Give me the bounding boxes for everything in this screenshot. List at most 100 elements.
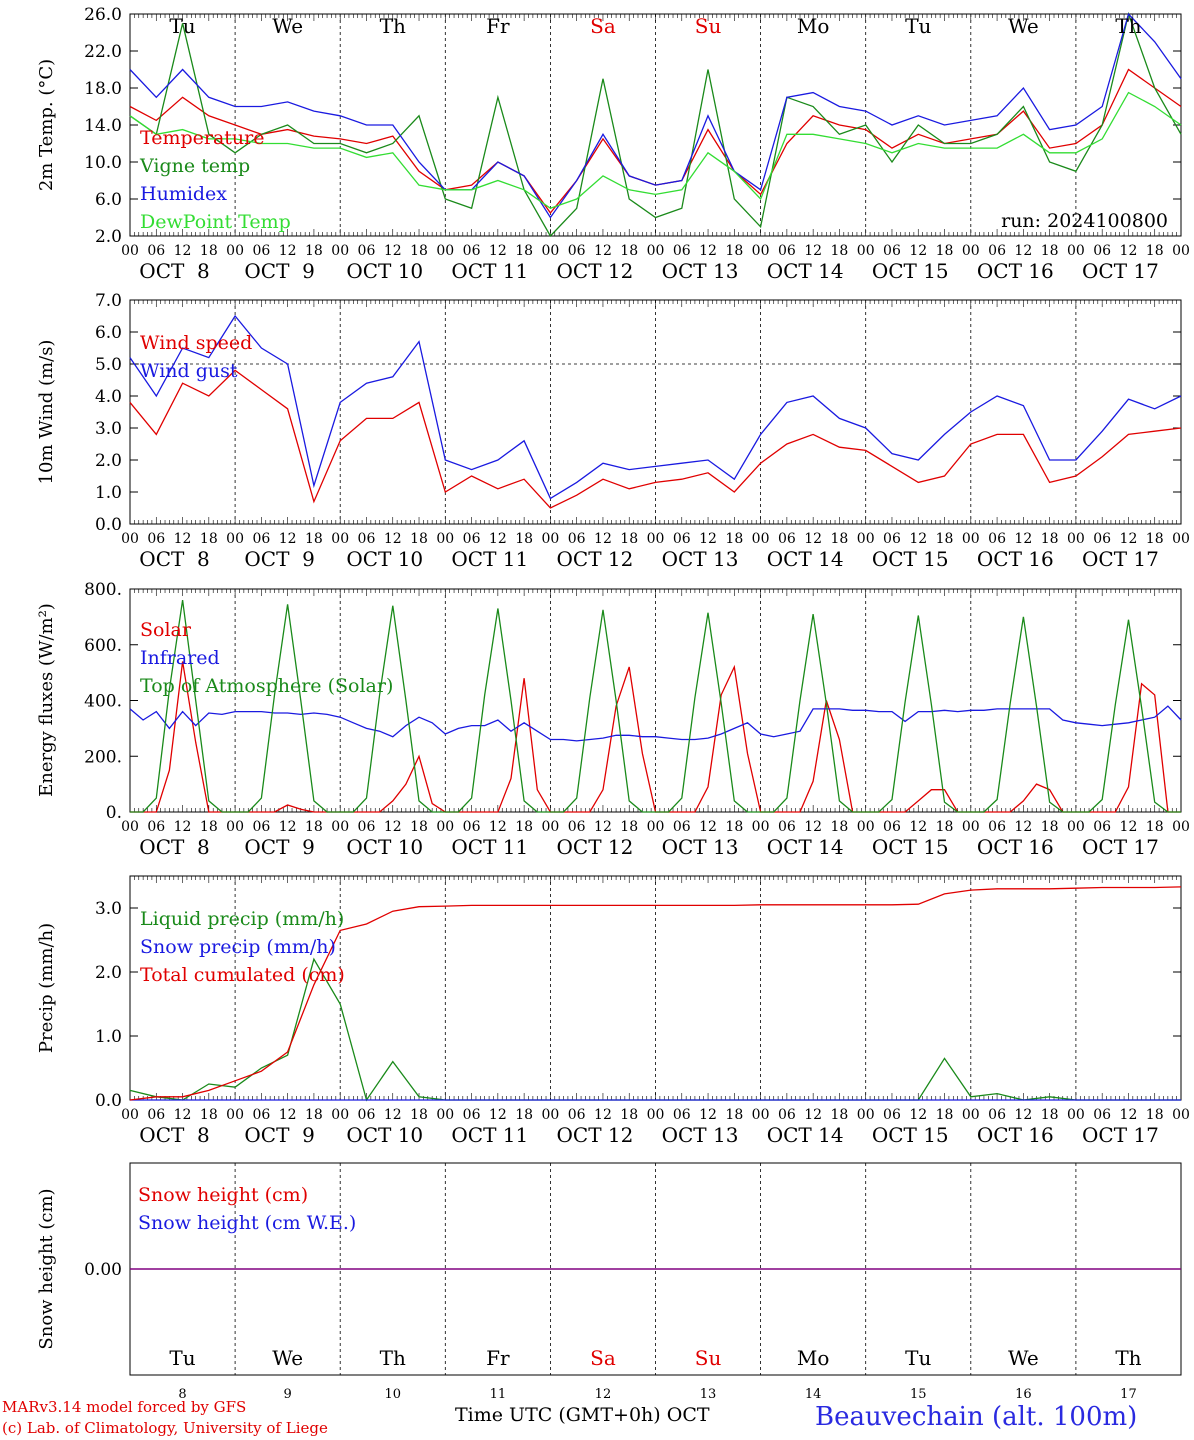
hour-tick-label: 12 <box>909 819 927 835</box>
day-label: OCT 9 <box>244 259 314 283</box>
legend-entry: Snow height (cm W.E.) <box>138 1212 356 1234</box>
weekday-label: Th <box>1115 1346 1141 1370</box>
hour-tick-label: 00 <box>962 819 980 835</box>
hour-tick-label: 18 <box>936 531 954 547</box>
panel-3 <box>129 588 1182 813</box>
hour-tick-label: 12 <box>1120 819 1138 835</box>
weekday-label: Th <box>380 1346 406 1370</box>
day-label: OCT 16 <box>977 835 1054 859</box>
hour-tick-label: 00 <box>121 243 139 259</box>
hour-tick-label: 18 <box>305 531 323 547</box>
weekday-label: Fr <box>486 1346 510 1370</box>
hour-tick-label: 00 <box>1172 243 1190 259</box>
hour-tick-label: 06 <box>463 819 481 835</box>
hour-tick-label: 12 <box>1014 531 1032 547</box>
hour-tick-label: 06 <box>463 531 481 547</box>
hour-tick-label: 18 <box>831 1107 849 1123</box>
day-label: OCT 15 <box>872 259 949 283</box>
day-label: OCT 12 <box>557 835 634 859</box>
hour-tick-label: 18 <box>831 531 849 547</box>
hour-tick-label: 06 <box>883 243 901 259</box>
weekday-label: Tu <box>905 1346 931 1370</box>
hour-tick-label: 18 <box>620 243 638 259</box>
y-tick-label: 14.0 <box>84 116 122 136</box>
hour-tick-label: 00 <box>857 531 875 547</box>
hour-tick-label: 12 <box>384 243 402 259</box>
hour-tick-label: 06 <box>358 819 376 835</box>
hour-tick-label: 18 <box>515 1107 533 1123</box>
legend-entry: Infrared <box>140 647 220 669</box>
day-label: OCT 10 <box>346 547 423 571</box>
hour-tick-label: 00 <box>226 531 244 547</box>
hour-tick-label: 06 <box>988 1107 1006 1123</box>
y-axis-label: 10m Wind (m/s) <box>36 340 57 485</box>
hour-tick-label: 18 <box>620 819 638 835</box>
legend-entry: Liquid precip (mm/h) <box>140 908 344 930</box>
weekday-label: Tu <box>169 14 195 38</box>
hour-tick-label: 06 <box>358 243 376 259</box>
day-number: 12 <box>595 1387 612 1402</box>
series-line-wind-gust <box>129 314 1182 500</box>
hour-tick-label: 00 <box>436 243 454 259</box>
y-tick-label: 400. <box>84 692 122 712</box>
hour-tick-label: 00 <box>752 819 770 835</box>
day-label: OCT 13 <box>662 259 739 283</box>
hour-tick-label: 06 <box>778 1107 796 1123</box>
day-number: 17 <box>1120 1387 1137 1402</box>
panel-1 <box>129 11 1182 238</box>
hour-tick-label: 18 <box>1146 819 1164 835</box>
lab-credit: (c) Lab. of Climatology, University of L… <box>2 1419 328 1437</box>
hour-tick-label: 06 <box>883 1107 901 1123</box>
weekday-label: Su <box>695 1346 722 1370</box>
day-label: OCT 13 <box>662 1123 739 1147</box>
hour-tick-label: 12 <box>909 531 927 547</box>
y-axis-label: Energy fluxes (W/m²) <box>36 603 57 797</box>
y-tick-label: 600. <box>84 636 122 656</box>
day-label: OCT 16 <box>977 547 1054 571</box>
hour-tick-label: 18 <box>936 1107 954 1123</box>
day-label: OCT 12 <box>557 547 634 571</box>
y-tick-label: 6.0 <box>95 323 122 343</box>
hour-tick-label: 18 <box>410 243 428 259</box>
hour-tick-label: 12 <box>489 819 507 835</box>
y-axis-label: Snow height (cm) <box>36 1188 57 1349</box>
time-axis-label: Time UTC (GMT+0h) OCT <box>455 1404 710 1426</box>
y-tick-label: 800. <box>84 580 122 600</box>
hour-tick-label: 00 <box>121 531 139 547</box>
hour-tick-label: 18 <box>305 243 323 259</box>
y-axis-label: Precip (mm/h) <box>36 923 57 1053</box>
hour-tick-label: 06 <box>147 1107 165 1123</box>
hour-tick-label: 12 <box>594 243 612 259</box>
weekday-label: Mo <box>797 14 830 38</box>
series-line-infrared <box>129 705 1182 742</box>
hour-tick-label: 06 <box>673 243 691 259</box>
day-label: OCT 9 <box>244 835 314 859</box>
weekday-label: Mo <box>797 1346 830 1370</box>
series-line-top-of-atmosphere-solar- <box>130 600 1181 813</box>
hour-tick-label: 06 <box>1093 819 1111 835</box>
y-tick-label: 3.0 <box>95 899 122 919</box>
y-tick-label: 1.0 <box>95 483 122 503</box>
panel-frame <box>129 299 1182 525</box>
y-tick-label: 0.0 <box>95 1091 122 1111</box>
hour-tick-label: 06 <box>568 243 586 259</box>
legend-entry: Solar <box>140 619 192 641</box>
hour-tick-label: 00 <box>436 531 454 547</box>
hour-tick-label: 06 <box>147 531 165 547</box>
hour-tick-label: 06 <box>147 819 165 835</box>
hour-tick-label: 12 <box>384 1107 402 1123</box>
y-tick-label: 0.00 <box>84 1260 122 1280</box>
series-line-humidex <box>129 12 1182 219</box>
hour-tick-label: 12 <box>384 819 402 835</box>
y-tick-label: 6.0 <box>95 190 122 210</box>
hour-tick-label: 18 <box>620 1107 638 1123</box>
weekday-label: Tu <box>169 1346 195 1370</box>
hour-tick-label: 18 <box>305 1107 323 1123</box>
hour-tick-label: 12 <box>699 243 717 259</box>
hour-tick-label: 00 <box>962 1107 980 1123</box>
hour-tick-label: 00 <box>1067 243 1085 259</box>
hour-tick-label: 00 <box>752 243 770 259</box>
panel-5 <box>129 1162 1182 1376</box>
y-tick-label: 200. <box>84 747 122 767</box>
